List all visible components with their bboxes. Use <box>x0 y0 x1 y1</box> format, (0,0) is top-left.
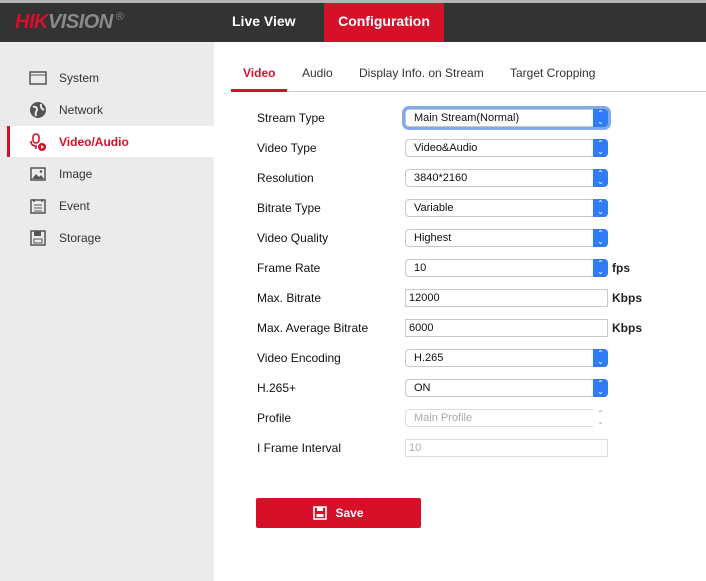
label-frame-rate: Frame Rate <box>257 261 321 275</box>
row-max-average-bitrate: Max. Average Bitrate 6000 Kbps <box>257 318 677 338</box>
chevron-updown-icon: ⌃ ⌄ <box>593 199 608 217</box>
save-button[interactable]: Save <box>256 498 421 528</box>
chevron-updown-icon: ⌃ ⌄ <box>593 229 608 247</box>
label-video-type: Video Type <box>257 141 317 155</box>
label-resolution: Resolution <box>257 171 314 185</box>
profile-select: Main Profile ⌃ ⌄ <box>405 409 608 427</box>
tab-target-cropping[interactable]: Target Cropping <box>510 66 596 80</box>
unit-label: fps <box>612 261 630 275</box>
label-profile: Profile <box>257 411 292 425</box>
unit-label: Kbps <box>612 291 642 305</box>
row-bitrate-type: Bitrate Type Variable ⌃ ⌄ <box>257 198 677 218</box>
sidebar-item-image[interactable]: Image <box>7 158 214 189</box>
bitrate-type-select[interactable]: Variable ⌃ ⌄ <box>405 199 608 217</box>
chevron-updown-icon: ⌃ ⌄ <box>593 139 608 157</box>
sidebar-item-label: Storage <box>59 230 102 245</box>
label-i-frame-interval: I Frame Interval <box>257 441 342 455</box>
stream-type-select[interactable]: Main Stream(Normal) ⌃ ⌄ <box>405 109 608 127</box>
row-resolution: Resolution 3840*2160 ⌃ ⌄ <box>257 168 677 188</box>
row-video-encoding: Video Encoding H.265 ⌃ ⌄ <box>257 348 677 368</box>
sidebar-item-label: System <box>59 70 100 85</box>
row-stream-type: Stream Type Main Stream(Normal) ⌃ ⌄ <box>257 108 677 128</box>
tab-video[interactable]: Video <box>231 58 288 92</box>
row-max-bitrate: Max. Bitrate 12000 Kbps <box>257 288 677 308</box>
chevron-updown-icon: ⌃ ⌄ <box>593 109 608 127</box>
h-265-select[interactable]: ON ⌃ ⌄ <box>405 379 608 397</box>
chevron-updown-icon: ⌃ ⌄ <box>593 169 608 187</box>
video-encoding-select[interactable]: H.265 ⌃ ⌄ <box>405 349 608 367</box>
sidebar-item-label: Video/Audio <box>59 134 129 149</box>
nav-live-view[interactable]: Live View <box>232 13 296 29</box>
chevron-updown-icon: ⌃ ⌄ <box>593 349 608 367</box>
chevron-updown-icon: ⌃ ⌄ <box>593 409 608 427</box>
top-bar: HIKVISION ® Live View Configuration <box>0 0 706 42</box>
label-max-bitrate: Max. Bitrate <box>257 291 322 305</box>
resolution-select[interactable]: 3840*2160 ⌃ ⌄ <box>405 169 608 187</box>
sidebar-item-label: Event <box>59 198 90 213</box>
video-quality-select[interactable]: Highest ⌃ ⌄ <box>405 229 608 247</box>
nav-configuration[interactable]: Configuration <box>324 3 444 42</box>
sidebar: System Network Video/Audio Image Event Storag… <box>0 42 214 581</box>
globe-icon <box>29 101 47 119</box>
microphone-play-icon <box>29 132 47 151</box>
tab-audio[interactable]: Audio <box>302 66 333 80</box>
label-h-265: H.265+ <box>257 381 297 395</box>
frame-rate-select[interactable]: 10 ⌃ ⌄ <box>405 259 608 277</box>
label-video-encoding: Video Encoding <box>257 351 341 365</box>
unit-label: Kbps <box>612 321 642 335</box>
row-i-frame-interval: I Frame Interval 10 <box>257 438 677 458</box>
sidebar-item-label: Image <box>59 166 93 181</box>
tab-display-info-on-stream[interactable]: Display Info. on Stream <box>359 66 484 80</box>
row-profile: Profile Main Profile ⌃ ⌄ <box>257 408 677 428</box>
window-icon <box>29 69 47 87</box>
sidebar-item-label: Network <box>59 102 104 117</box>
video-type-select[interactable]: Video&Audio ⌃ ⌄ <box>405 139 608 157</box>
sidebar-item-event[interactable]: Event <box>7 190 214 221</box>
label-bitrate-type: Bitrate Type <box>257 201 321 215</box>
label-stream-type: Stream Type <box>257 111 325 125</box>
save-icon <box>313 506 328 520</box>
max-average-bitrate-input[interactable]: 6000 <box>405 319 608 337</box>
label-video-quality: Video Quality <box>257 231 329 245</box>
row-frame-rate: Frame Rate 10 ⌃ ⌄ fps <box>257 258 677 278</box>
sidebar-item-video-audio[interactable]: Video/Audio <box>7 126 214 157</box>
chevron-updown-icon: ⌃ ⌄ <box>593 259 608 277</box>
chevron-updown-icon: ⌃ ⌄ <box>593 379 608 397</box>
max-bitrate-input[interactable]: 12000 <box>405 289 608 307</box>
sidebar-item-network[interactable]: Network <box>7 94 214 125</box>
sidebar-item-system[interactable]: System <box>7 62 214 93</box>
list-icon <box>29 197 47 215</box>
row-h-265: H.265+ ON ⌃ ⌄ <box>257 378 677 398</box>
hikvision-logo: HIKVISION ® <box>15 11 124 33</box>
row-video-quality: Video Quality Highest ⌃ ⌄ <box>257 228 677 248</box>
image-icon <box>29 165 47 183</box>
row-video-type: Video Type Video&Audio ⌃ ⌄ <box>257 138 677 158</box>
tab-bar: Video Audio Display Info. on Stream Target … <box>231 58 706 92</box>
i-frame-interval-input: 10 <box>405 439 608 457</box>
label-max-average-bitrate: Max. Average Bitrate <box>257 321 369 335</box>
sidebar-item-storage[interactable]: Storage <box>7 222 214 253</box>
save-icon <box>29 229 47 247</box>
